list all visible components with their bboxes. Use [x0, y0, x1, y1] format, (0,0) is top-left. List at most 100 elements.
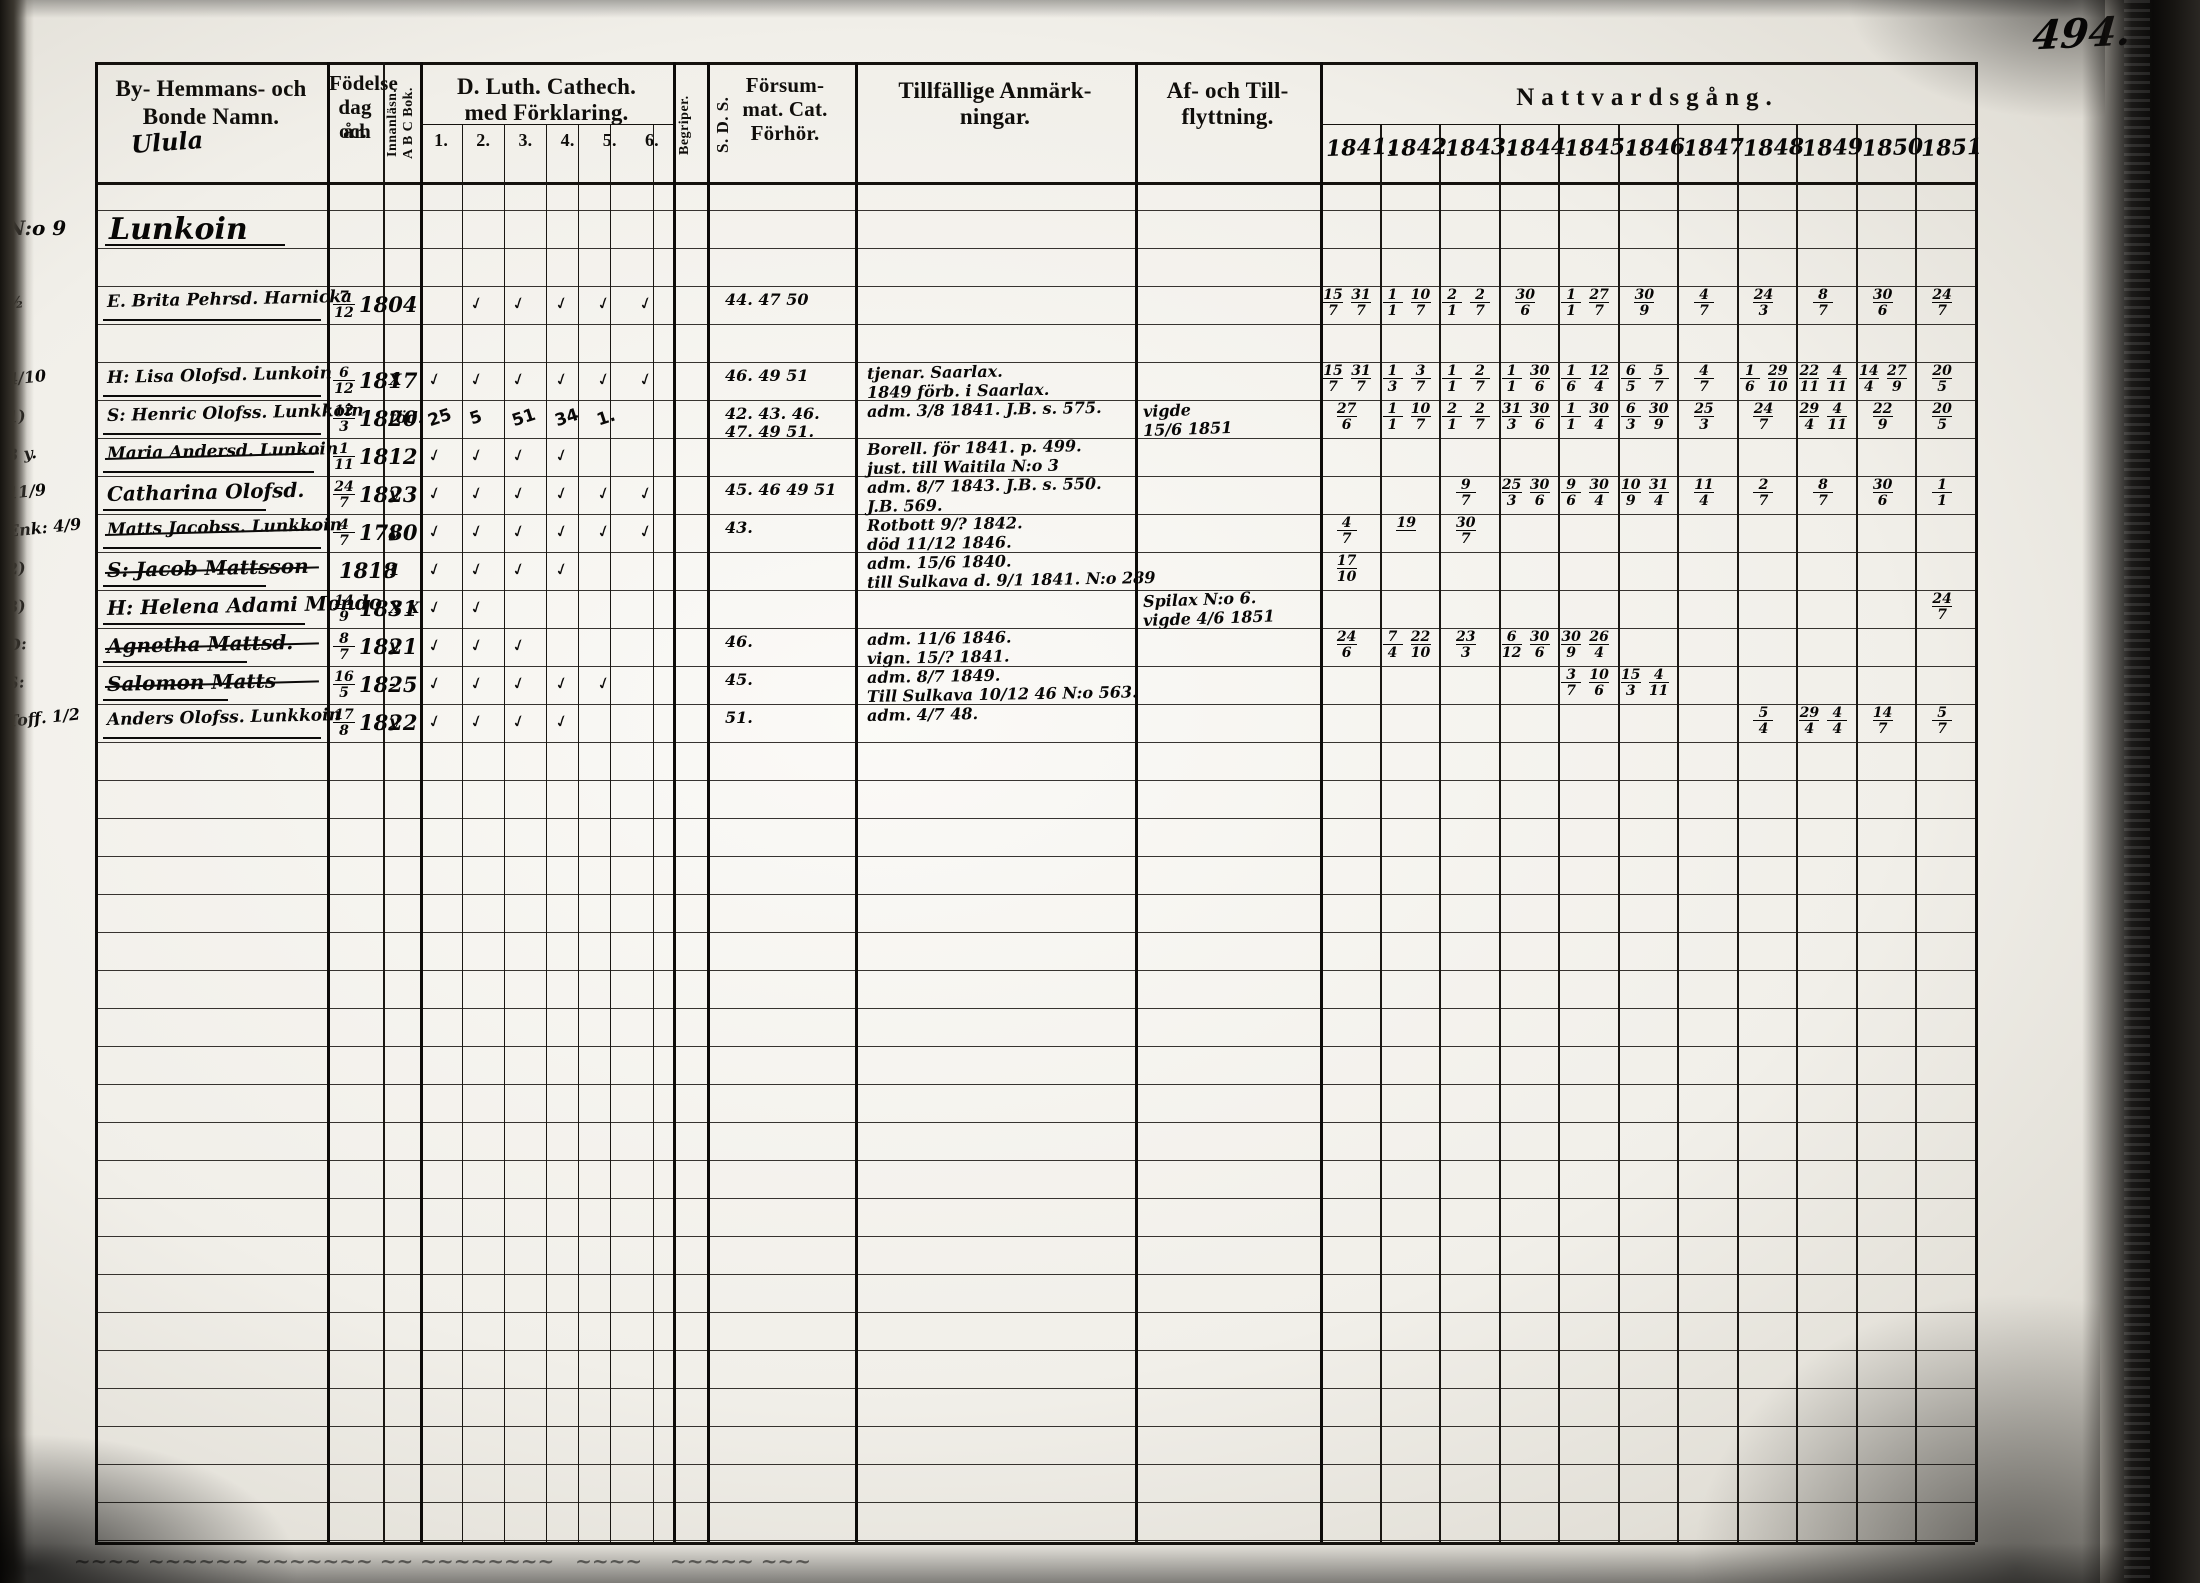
communion-date: 29 4	[1799, 401, 1820, 433]
row-catech-tick: ✓	[425, 596, 445, 620]
row-catech-tick: ✓	[467, 444, 488, 468]
row-abc-mark: -	[389, 674, 396, 693]
header-year-1850: 1850	[1861, 133, 1924, 162]
row-catech-tick: 34	[551, 404, 581, 432]
row-abc-mark: y	[389, 484, 399, 503]
header-year-1847: 1847	[1682, 133, 1745, 162]
rule-catech-sub	[504, 124, 505, 1542]
communion-date: 15 7	[1323, 363, 1343, 395]
row-catech-tick: ✓	[425, 710, 445, 734]
header-year-1851: 1851	[1920, 133, 1984, 162]
row-catech-tick: ✓	[425, 672, 445, 696]
row-name-underline	[103, 661, 247, 663]
row-birth-year: 1812	[359, 444, 418, 469]
row-catech-tick: 51	[509, 404, 539, 432]
row-catech-tick: ✓	[425, 520, 445, 544]
communion-date-second: 30 4	[1589, 477, 1610, 509]
row-abc-mark: X X	[389, 598, 420, 617]
row-anmarkning: J.B. 569.	[866, 495, 943, 516]
rule-name-birth	[327, 62, 330, 1542]
row-name-underline	[103, 585, 267, 587]
row-name: Matts Jacobss. Lunkkoin	[106, 515, 343, 540]
header-catech-line1: D. Luth. Cathech.	[456, 74, 637, 99]
communion-date: 30 6	[1515, 287, 1536, 319]
row-catech-tick: ✓	[509, 368, 530, 392]
row-catech-tick: ✓	[551, 672, 572, 696]
header-name-line1: By- Hemmans- och	[115, 76, 307, 101]
communion-date: 10 9	[1620, 477, 1641, 509]
row-rule	[95, 704, 1975, 705]
communion-date: 27 6	[1336, 401, 1357, 433]
communion-date: 20 5	[1932, 363, 1953, 395]
communion-date: 15 7	[1323, 287, 1343, 319]
communion-date-second: 30 4	[1589, 401, 1610, 433]
scan-smudge-top-right	[1845, 0, 2105, 120]
row-rule	[95, 1046, 1975, 1047]
communion-date: 20 5	[1932, 401, 1953, 433]
scan-smudge-bottom-right	[1680, 1283, 2100, 1583]
communion-date-second: 26 4	[1589, 629, 1610, 661]
rule-catech-sub	[546, 124, 547, 1542]
row-catech-tick: ✓	[425, 634, 445, 658]
communion-date: 25 3	[1501, 477, 1522, 509]
left-page-edge	[0, 0, 34, 1583]
header-catech-num-3: 3.	[518, 130, 533, 150]
row-catech-tick: ✓	[467, 482, 488, 506]
row-name-underline	[103, 623, 305, 625]
row-rule	[95, 1274, 1975, 1275]
communion-date-second: 27 7	[1589, 287, 1610, 319]
communion-date: 30 9	[1634, 287, 1655, 319]
header-catech-num-2: 2.	[476, 130, 491, 150]
row-catech-tick: ✓	[509, 520, 530, 544]
row-rule	[95, 894, 1975, 895]
communion-date-second: 30 9	[1648, 401, 1669, 433]
row-catech-tick: ✓	[467, 672, 488, 696]
row-forsummat: 46.	[725, 632, 753, 651]
row-rule	[95, 742, 1975, 743]
row-rule	[95, 1084, 1975, 1085]
row-forsummat: 45. 46 49 51	[725, 480, 837, 499]
communion-date-second: 10 6	[1589, 667, 1610, 699]
header-catech-num-1: 1.	[434, 130, 449, 150]
row-catech-tick: ✓	[551, 444, 572, 468]
row-anmarkning: adm. 15/6 1840.	[866, 551, 1012, 573]
communion-date: 17 10	[1336, 553, 1357, 585]
communion-date: 24 7	[1932, 287, 1953, 319]
row-catech-tick: 25	[425, 404, 455, 432]
row-anmarkning: till Sulkava d. 9/1 1841. N:o 289	[866, 567, 1156, 592]
row-anmarkning: adm. 4/7 48.	[866, 704, 979, 725]
communion-date-second: 10 7	[1410, 401, 1431, 433]
communion-date-second: 4 11	[1648, 667, 1669, 699]
row-catech-tick: ✓	[425, 558, 445, 582]
row-birth-day: 12 3	[333, 403, 355, 435]
rule-anmark-flyttning	[1135, 62, 1138, 1542]
rule-year	[1379, 124, 1382, 1542]
communion-date-second: 22 10	[1410, 629, 1431, 661]
communion-date: 31 3	[1501, 401, 1522, 433]
rule-sds-forsummat	[707, 62, 710, 1542]
header-forsummat-line3: Förhör.	[750, 121, 820, 145]
row-rule	[95, 780, 1975, 781]
communion-date-second: 31 7	[1350, 287, 1371, 319]
communion-date-second: 10 7	[1410, 287, 1431, 319]
row-catech-tick: ✓	[509, 672, 530, 696]
communion-date-second: 30 6	[1529, 401, 1550, 433]
row-rule	[95, 628, 1975, 629]
row-catech-tick: 1.	[594, 405, 618, 431]
row-flyttning: 15/6 1851	[1142, 417, 1233, 440]
row-anmarkning: adm. 11/6 1846.	[866, 627, 1012, 649]
row-birth-day: 24 7	[333, 479, 355, 511]
row-name-underline	[103, 547, 321, 549]
